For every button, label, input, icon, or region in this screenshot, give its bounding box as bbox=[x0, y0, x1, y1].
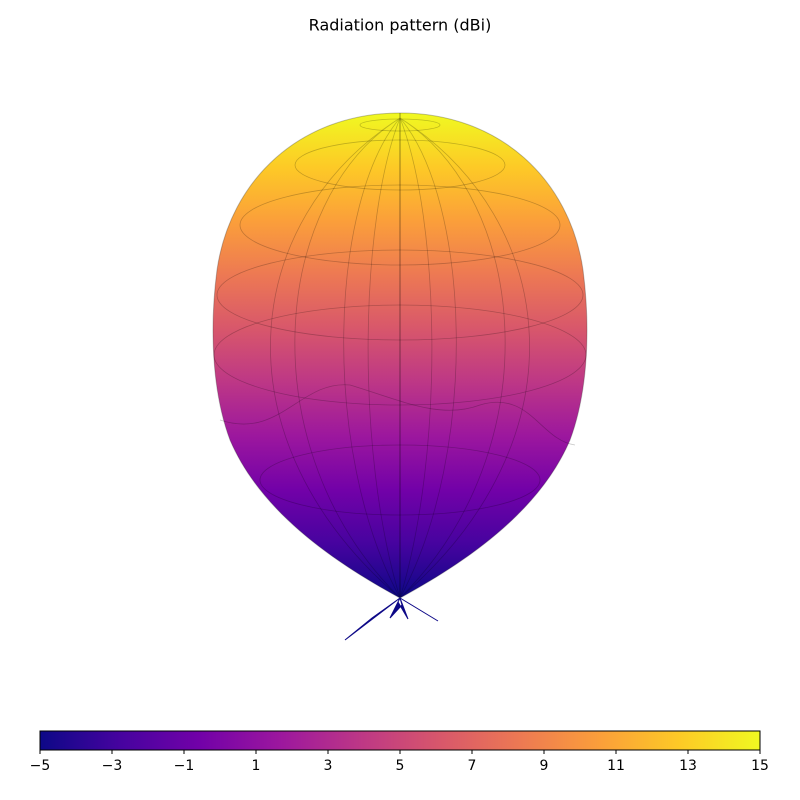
colorbar-tick-label: 11 bbox=[607, 758, 625, 774]
radiation-surface bbox=[212, 112, 588, 641]
colorbar-tick-label: 1 bbox=[252, 758, 261, 774]
colorbar-tick-label: 15 bbox=[751, 758, 769, 774]
colorbar-tick-label: 13 bbox=[679, 758, 697, 774]
colorbar-tick-label: −3 bbox=[102, 758, 123, 774]
colorbar-tick-label: 3 bbox=[324, 758, 333, 774]
chart-title: Radiation pattern (dBi) bbox=[309, 16, 492, 35]
colorbar bbox=[39, 730, 761, 751]
colorbar-tick-label: −1 bbox=[174, 758, 195, 774]
colorbar-tick-label: −5 bbox=[30, 758, 51, 774]
colorbar-tick-label: 5 bbox=[396, 758, 405, 774]
colorbar-tick-label: 9 bbox=[540, 758, 549, 774]
colorbar-tick-label: 7 bbox=[468, 758, 477, 774]
